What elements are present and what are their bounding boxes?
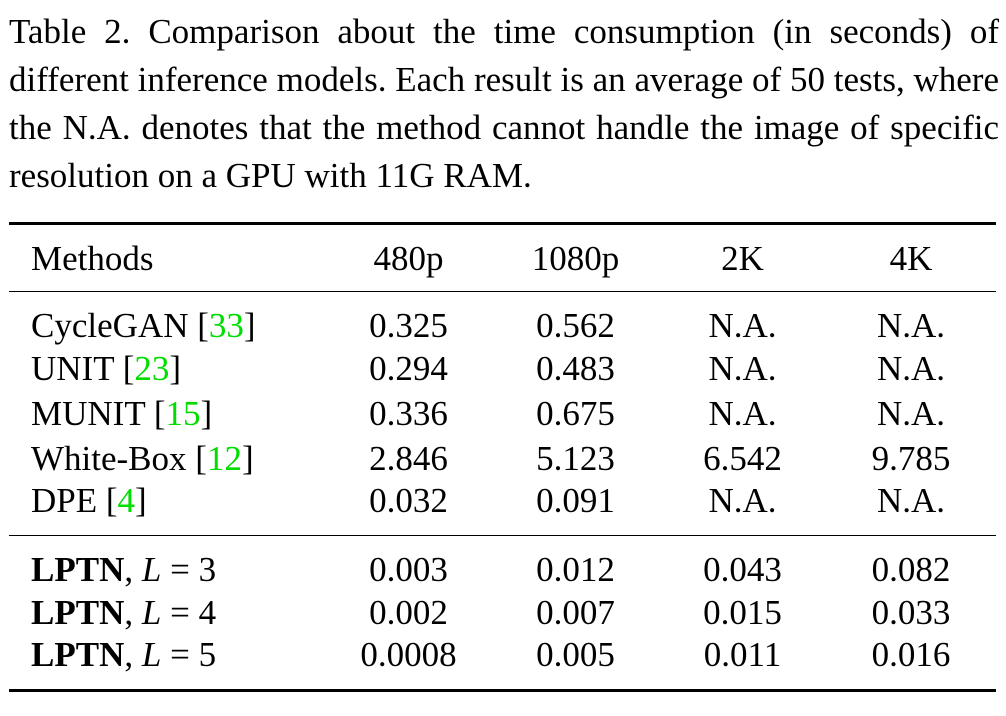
value-cell: 0.012	[536, 550, 615, 589]
header-480p: 480p	[373, 239, 444, 278]
value-cell: N.A.	[876, 306, 946, 345]
header-2k: 2K	[721, 239, 764, 278]
timing-table: Methods 480p 1080p 2K 4K CycleGAN [33] 0…	[9, 222, 996, 692]
method-name: UNIT	[31, 348, 114, 388]
value-cell: 0.325	[369, 306, 448, 345]
value-cell: N.A.	[708, 481, 777, 520]
table-row: CycleGAN [33] 0.325 0.562 N.A. N.A.	[9, 292, 996, 347]
citation-link[interactable]: 15	[165, 393, 201, 433]
method-name: LPTN	[31, 550, 125, 589]
level-value: 5	[198, 635, 217, 674]
value-cell: 5.123	[536, 438, 615, 478]
method-name: CycleGAN	[31, 306, 189, 345]
method-name: DPE	[31, 481, 98, 520]
param-symbol: L	[141, 550, 162, 589]
table-row: DPE [4] 0.032 0.091 N.A. N.A.	[9, 481, 996, 536]
header-methods: Methods	[31, 239, 154, 278]
value-cell: 9.785	[871, 438, 951, 478]
citation-link[interactable]: 33	[208, 306, 244, 345]
table-row: LPTN, L = 5 0.0008 0.005 0.011 0.016	[9, 635, 996, 691]
table-row: MUNIT [15] 0.336 0.675 N.A. N.A.	[9, 391, 996, 436]
table-row: White-Box [12] 2.846 5.123 6.542 9.785	[9, 436, 996, 481]
method-cell: LPTN, L = 4	[31, 592, 217, 632]
method-cell: White-Box [12]	[31, 438, 254, 478]
ours-rows: LPTN, L = 3 0.003 0.012 0.043 0.082 LPTN…	[9, 535, 996, 691]
value-cell: N.A.	[708, 306, 777, 345]
equals-sign: =	[170, 592, 190, 632]
value-cell: 0.675	[536, 393, 615, 433]
value-cell: 0.002	[369, 592, 448, 632]
citation-link[interactable]: 23	[134, 348, 170, 388]
equals-sign: =	[170, 635, 190, 674]
value-cell: 0.032	[369, 481, 448, 520]
equals-sign: =	[170, 550, 190, 589]
value-cell: 0.0008	[360, 635, 457, 674]
method-cell: CycleGAN [33]	[31, 306, 256, 345]
value-cell: 6.542	[703, 438, 782, 478]
value-cell: N.A.	[708, 393, 777, 433]
citation-link[interactable]: 12	[206, 438, 242, 478]
method-cell: LPTN, L = 5	[31, 635, 217, 674]
method-cell: LPTN, L = 3	[31, 550, 217, 589]
value-cell: 0.483	[536, 348, 615, 388]
timing-table-container: Methods 480p 1080p 2K 4K CycleGAN [33] 0…	[9, 222, 996, 692]
value-cell: 0.091	[536, 481, 615, 520]
table-header-row: Methods 480p 1080p 2K 4K	[9, 223, 996, 292]
level-value: 3	[198, 550, 217, 589]
value-cell: N.A.	[876, 348, 946, 388]
method-cell: MUNIT [15]	[31, 393, 213, 433]
header-4k: 4K	[889, 239, 933, 278]
method-cell: DPE [4]	[31, 481, 147, 520]
value-cell: 0.015	[703, 592, 782, 632]
method-name: White-Box	[31, 438, 187, 478]
value-cell: 0.562	[536, 306, 615, 345]
value-cell: 0.007	[536, 592, 615, 632]
value-cell: N.A.	[708, 348, 777, 388]
value-cell: 0.003	[369, 550, 448, 589]
value-cell: 0.294	[369, 348, 448, 388]
table-row: LPTN, L = 3 0.003 0.012 0.043 0.082	[9, 535, 996, 591]
value-cell: 0.082	[871, 550, 951, 589]
method-name: LPTN	[31, 635, 125, 674]
value-cell: N.A.	[876, 481, 946, 520]
table-caption: Table 2. Comparison about the time consu…	[9, 12, 999, 195]
table-row: LPTN, L = 4 0.002 0.007 0.015 0.033	[9, 590, 996, 635]
baseline-rows: CycleGAN [33] 0.325 0.562 N.A. N.A. UNIT…	[9, 292, 996, 536]
param-symbol: L	[141, 592, 162, 632]
table-row: UNIT [23] 0.294 0.483 N.A. N.A.	[9, 346, 996, 391]
value-cell: 2.846	[369, 438, 448, 478]
value-cell: 0.005	[536, 635, 615, 674]
value-cell: 0.043	[703, 550, 782, 589]
value-cell: 0.016	[871, 635, 951, 674]
level-value: 4	[198, 592, 217, 632]
param-symbol: L	[141, 635, 162, 674]
header-1080p: 1080p	[531, 239, 620, 278]
value-cell: N.A.	[876, 393, 946, 433]
value-cell: 0.033	[871, 592, 951, 632]
citation-link[interactable]: 4	[117, 481, 136, 520]
value-cell: 0.336	[369, 393, 448, 433]
method-cell: UNIT [23]	[31, 348, 182, 388]
method-name: MUNIT	[31, 393, 146, 433]
value-cell: 0.011	[703, 635, 782, 674]
method-name: LPTN	[31, 592, 125, 632]
